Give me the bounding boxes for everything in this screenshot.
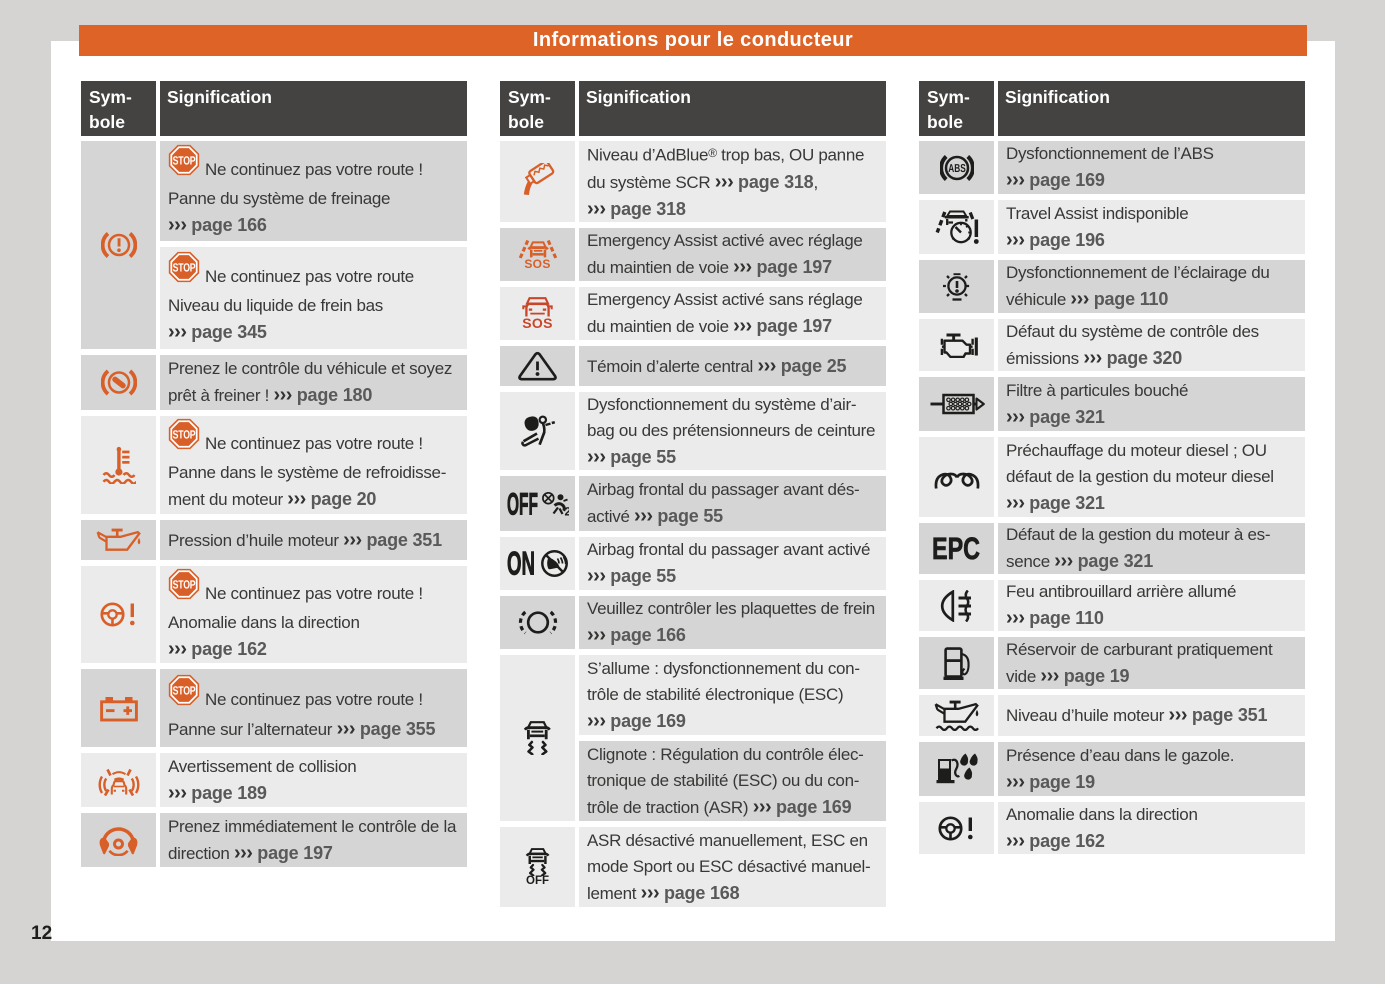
svg-text:EPC: EPC	[932, 536, 980, 561]
svg-text:STOP: STOP	[173, 262, 196, 274]
svg-text:OFF: OFF	[507, 492, 538, 516]
svg-text:STOP: STOP	[173, 579, 196, 591]
svg-text:ABS: ABS	[948, 163, 966, 175]
svg-text:2: 2	[564, 504, 569, 516]
svg-text:STOP: STOP	[173, 155, 196, 167]
svg-text:STOP: STOP	[173, 429, 196, 441]
svg-text:STOP: STOP	[173, 685, 196, 697]
svg-text:ON: ON	[507, 550, 535, 577]
